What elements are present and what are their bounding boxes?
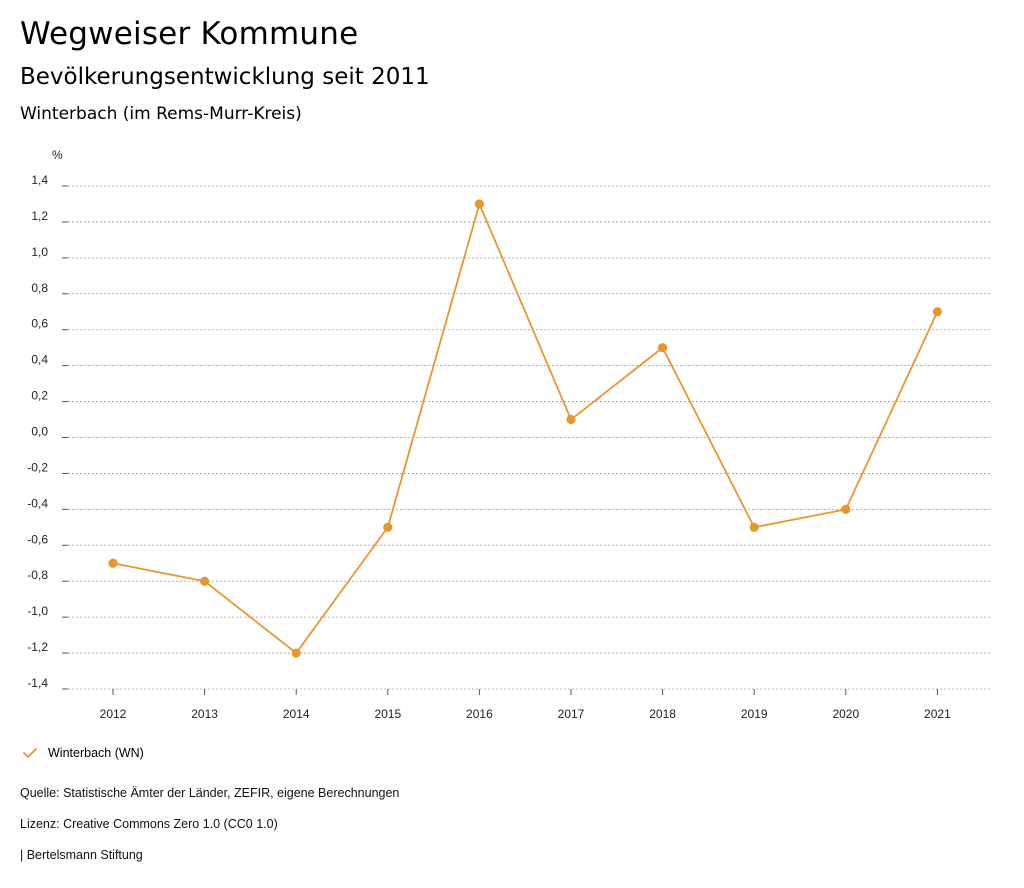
x-tick-label: 2015: [374, 707, 401, 721]
y-tick-label: 1,2: [31, 209, 48, 223]
series-layer: [108, 199, 943, 658]
y-tick-label: 0,2: [31, 389, 48, 403]
legend[interactable]: Winterbach (WN): [22, 745, 144, 761]
y-axis-ticks: 1,4 1,2 1,0 0,8 0,6 0,4 0,2 0,0 -0,2 -0,4 -0,6 -0,8…: [27, 173, 68, 690]
data-point[interactable]: [932, 307, 943, 317]
page-title: Wegweiser Kommune: [20, 16, 359, 52]
legend-label: Winterbach (WN): [48, 746, 144, 760]
data-point[interactable]: [108, 558, 118, 568]
chart-subtitle: Bevölkerungsentwicklung seit 2011: [20, 64, 430, 90]
y-tick-label: -1,2: [27, 640, 48, 654]
publisher-note: | Bertelsmann Stiftung: [20, 848, 143, 862]
data-point[interactable]: [841, 504, 851, 514]
y-tick-label: -0,4: [27, 496, 48, 510]
x-tick-label: 2018: [649, 707, 676, 721]
data-point[interactable]: [566, 414, 576, 425]
x-tick-label: 2013: [191, 707, 218, 721]
y-tick-label: -0,2: [27, 460, 48, 474]
y-tick-label: 0,6: [31, 317, 48, 331]
source-note: Quelle: Statistische Ämter der Länder, Z…: [20, 786, 400, 800]
data-point[interactable]: [474, 199, 484, 209]
region-label: Winterbach (im Rems-Murr-Kreis): [20, 104, 302, 124]
x-tick-label: 2019: [741, 707, 768, 721]
y-tick-label: -0,6: [27, 532, 48, 546]
y-tick-label: 1,4: [31, 173, 48, 187]
y-tick-label: 0,4: [31, 353, 48, 367]
y-tick-label: -1,4: [27, 676, 48, 690]
y-tick-label: -0,8: [27, 568, 48, 582]
x-tick-label: 2014: [283, 707, 310, 721]
x-tick-label: 2016: [466, 707, 493, 721]
data-point[interactable]: [749, 522, 759, 532]
x-tick-label: 2020: [832, 707, 859, 721]
license-note: Lizenz: Creative Commons Zero 1.0 (CC0 1…: [20, 817, 278, 831]
data-point[interactable]: [291, 648, 301, 658]
grid-lines: [68, 185, 990, 690]
x-tick-label: 2017: [558, 707, 585, 721]
y-tick-label: 0,8: [31, 281, 48, 295]
y-tick-label: -1,0: [27, 604, 48, 618]
y-axis-unit: %: [52, 148, 63, 162]
data-point[interactable]: [383, 522, 393, 532]
y-tick-label: 1,0: [31, 245, 48, 259]
x-tick-label: 2012: [100, 707, 127, 721]
x-tick-label: 2021: [924, 707, 951, 721]
series-line: [112, 203, 939, 654]
y-tick-label: 0,0: [31, 425, 48, 439]
data-point[interactable]: [658, 343, 668, 353]
data-point[interactable]: [200, 576, 210, 586]
legend-check-icon: [23, 748, 37, 758]
x-axis-ticks: 2012 2013 2014 2015 2016 2017 2018 2019 2020 2021: [100, 689, 951, 721]
